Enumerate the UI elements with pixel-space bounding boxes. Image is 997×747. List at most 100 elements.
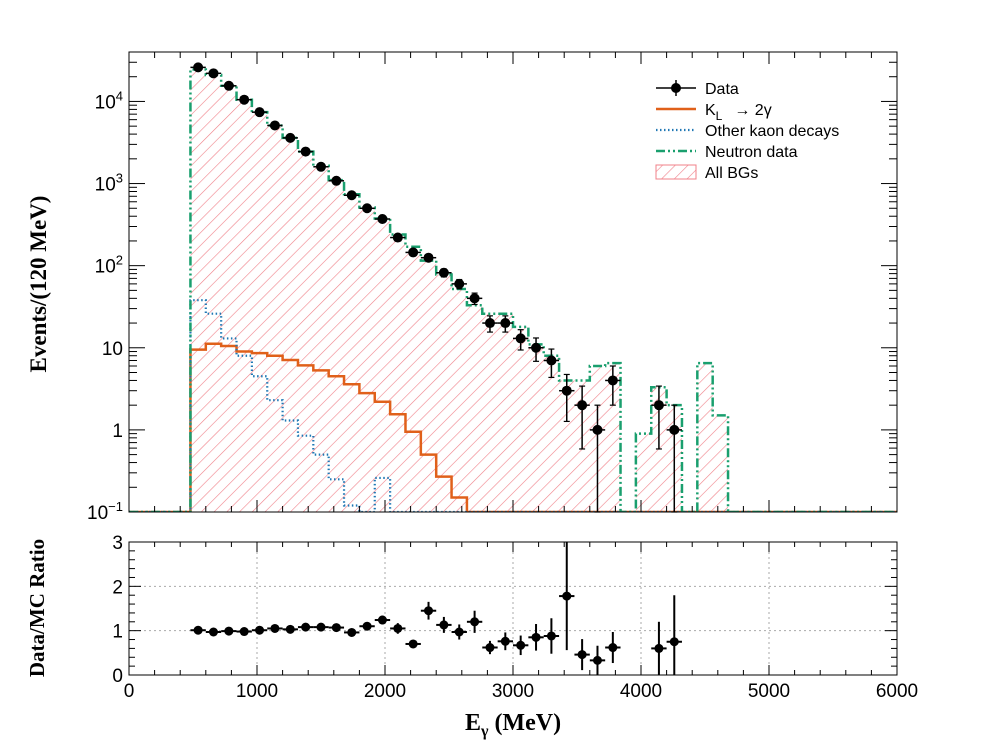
ratio-point <box>436 616 452 633</box>
ratio-point-marker <box>424 606 434 616</box>
ratio-point-marker <box>531 632 541 642</box>
ratio-point <box>589 645 606 675</box>
ratio-point <box>282 624 298 634</box>
data-point <box>390 232 406 243</box>
data-point <box>359 203 375 214</box>
ratio-point-marker <box>470 617 480 627</box>
data-point <box>374 214 391 225</box>
ratio-point-marker <box>546 631 556 641</box>
main-y-tick-label: 1 <box>112 421 123 442</box>
data-point-marker <box>531 342 542 353</box>
ratio-point-marker <box>516 640 526 650</box>
data-point-marker <box>577 400 588 411</box>
ratio-point-marker <box>393 623 403 633</box>
main-y-tick-label: 102 <box>95 253 123 278</box>
ratio-point <box>574 639 590 671</box>
ratio-point-marker <box>285 624 295 634</box>
data-point-marker <box>316 161 326 172</box>
ratio-point-marker <box>347 627 357 637</box>
data-point <box>236 94 252 105</box>
ratio-point <box>297 622 314 632</box>
legend-entry: Neutron data <box>656 144 798 161</box>
data-point <box>190 62 206 73</box>
legend-entry: Other kaon decays <box>656 123 839 140</box>
x-tick-label: 3000 <box>492 681 534 702</box>
data-point <box>651 385 667 450</box>
series-neutron-data-line <box>129 68 897 512</box>
ratio-point <box>605 631 621 664</box>
series-all-bgs-hatch <box>129 69 897 512</box>
ratio-point <box>390 623 406 634</box>
ratio-point-marker <box>669 637 679 647</box>
legend-label: Other kaon decays <box>705 123 839 140</box>
ratio-point-marker <box>301 622 311 632</box>
data-point <box>466 292 483 306</box>
data-point-marker <box>346 190 357 201</box>
data-point-marker <box>223 80 234 91</box>
series-k-l-2-line <box>129 342 897 512</box>
ratio-point-marker <box>316 622 326 632</box>
data-point <box>328 175 345 186</box>
data-point <box>205 68 222 79</box>
ratio-y-tick-label: 1 <box>112 622 123 643</box>
ratio-y-tick-label: 0 <box>112 666 123 687</box>
legend-symbol <box>655 164 697 180</box>
ratio-point <box>221 626 237 636</box>
legend-label: Data <box>705 81 739 98</box>
data-point-marker <box>515 333 526 344</box>
ratio-point-marker <box>608 643 618 653</box>
ratio-point-marker <box>500 636 510 646</box>
x-tick-label: 5000 <box>748 681 790 702</box>
ratio-y-axis-title: Data/MC Ratio <box>25 539 49 677</box>
data-point <box>513 329 529 351</box>
ratio-point <box>251 625 268 635</box>
main-y-tick-label: 10−1 <box>87 499 123 524</box>
data-point-marker <box>592 424 603 435</box>
x-tick-label: 6000 <box>876 681 918 702</box>
ratio-point <box>344 627 360 637</box>
legend-entry: All BGs <box>655 164 758 182</box>
data-point <box>420 252 437 263</box>
data-point <box>559 373 575 423</box>
ratio-point <box>359 621 375 631</box>
data-point <box>313 161 329 172</box>
ratio-point <box>374 615 391 625</box>
data-point <box>436 267 452 278</box>
ratio-point <box>313 622 329 632</box>
data-point-marker <box>239 94 250 105</box>
x-tick-label: 2000 <box>364 681 406 702</box>
legend-symbol <box>671 83 681 93</box>
data-point-marker <box>408 247 419 258</box>
main-y-axis-title: Events/(120 MeV) <box>26 196 51 373</box>
ratio-point-marker <box>208 627 218 637</box>
ratio-point-marker <box>377 615 387 625</box>
data-point <box>297 146 314 157</box>
data-point-marker <box>607 375 618 386</box>
data-point <box>451 278 467 290</box>
data-point-marker <box>392 232 403 243</box>
data-point <box>497 315 513 333</box>
ratio-point-marker <box>439 620 449 630</box>
x-tick-label: 1000 <box>236 681 278 702</box>
data-point-marker <box>423 252 434 263</box>
data-point-marker <box>331 175 342 186</box>
legend-entry: KL → 2γ <box>656 102 772 123</box>
x-tick-label: 0 <box>124 681 135 702</box>
ratio-point <box>405 639 421 649</box>
data-point-marker <box>362 203 373 214</box>
data-point-marker <box>285 132 296 143</box>
ratio-point-marker <box>331 623 341 633</box>
legend-label: Neutron data <box>705 144 798 161</box>
ratio-point <box>666 595 682 675</box>
data-point-marker <box>669 424 680 435</box>
legend-label: KL → 2γ <box>705 102 772 123</box>
ratio-point <box>205 627 222 637</box>
ratio-point-marker <box>193 625 203 635</box>
legend-entry: Data <box>656 80 739 98</box>
ratio-point-marker <box>592 655 602 665</box>
ratio-point <box>513 635 529 656</box>
x-axis-title: Eγ (MeV) <box>465 710 561 740</box>
ratio-point <box>543 618 560 654</box>
